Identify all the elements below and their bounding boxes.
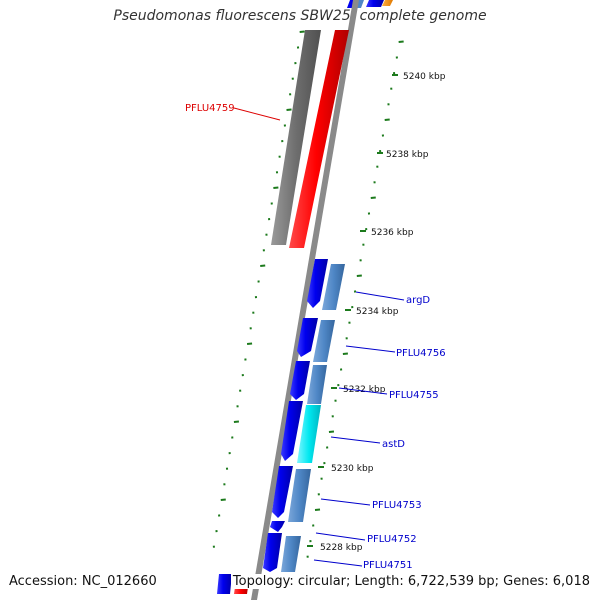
gene-label-pflu4752: PFLU4752 xyxy=(367,534,417,545)
tick-label: 5232 kbp xyxy=(343,385,386,395)
tick-mark xyxy=(398,40,404,43)
gene-label-pflu4751: PFLU4751 xyxy=(363,560,413,571)
genome-summary: Topology: circular; Length: 6,722,539 bp… xyxy=(230,574,592,589)
tick-mark xyxy=(356,274,362,277)
tick-mark xyxy=(370,196,376,199)
accession-label: Accession: NC_012660 xyxy=(7,574,159,589)
tick-mark xyxy=(328,430,335,433)
genome-title: Pseudomonas fluorescens SBW25, complete … xyxy=(113,8,487,24)
tick-label: 5238 kbp xyxy=(386,150,429,160)
gene-feature-argd-rev xyxy=(322,264,345,310)
reverse-genes[interactable] xyxy=(281,264,345,572)
tick-labels: 5240 kbp 5238 kbp 5236 kbp 5234 kbp 5232… xyxy=(320,72,446,553)
tick-mark xyxy=(286,108,292,111)
tick-mark xyxy=(233,420,240,423)
tick-label: 5236 kbp xyxy=(371,228,414,238)
tick-mark xyxy=(220,498,226,501)
gene-label-pflu4759: PFLU4759 xyxy=(185,103,235,114)
gene-label-argd: argD xyxy=(406,295,430,306)
tick-mark xyxy=(342,352,348,355)
gene-feature-pflu4752 xyxy=(270,521,285,532)
tick-mark xyxy=(314,508,321,511)
gene-feature-pflu4759-gray[interactable] xyxy=(271,30,321,245)
gene-feature-pflu4755-rev xyxy=(307,365,327,404)
tick-mark xyxy=(273,186,279,189)
gene-feature-pflu4755 xyxy=(290,361,310,400)
forward-genes[interactable] xyxy=(263,259,328,572)
tick-mark xyxy=(246,342,253,345)
gene-feature-argd xyxy=(307,259,328,308)
gene-label-astd: astD xyxy=(382,439,405,450)
tick-label: 5240 kbp xyxy=(403,72,446,82)
tick-label-markers xyxy=(307,74,398,547)
gene-feature-pflu4751-rev xyxy=(281,536,301,572)
gene-feature-pflu4756-rev xyxy=(313,320,335,362)
backbone-line xyxy=(251,0,359,600)
gene-feature-pflu4751 xyxy=(263,533,282,572)
gene-labels[interactable]: PFLU4759 argD PFLU4756 PFLU4755 astD PFL… xyxy=(185,103,446,571)
tick-label: 5228 kbp xyxy=(320,543,363,553)
tick-mark xyxy=(299,30,305,33)
tick-label: 5234 kbp xyxy=(356,307,399,317)
tick-label: 5230 kbp xyxy=(331,464,374,474)
gene-feature-astd xyxy=(281,401,303,461)
gene-label-pflu4753: PFLU4753 xyxy=(372,500,422,511)
outer-tick-marks xyxy=(212,30,305,548)
inner-tick-marks xyxy=(306,40,404,558)
tick-mark xyxy=(384,118,390,121)
tick-mark xyxy=(260,264,266,267)
gene-feature-pflu4759-red[interactable] xyxy=(289,30,349,248)
gene-label-pflu4756: PFLU4756 xyxy=(396,348,446,359)
gene-feature-astd-rev xyxy=(297,405,321,463)
gene-feature-pflu4753 xyxy=(272,466,293,518)
label-leaders xyxy=(233,107,405,567)
gene-feature-pflu4753-rev xyxy=(288,469,311,522)
gene-feature-pflu4756 xyxy=(297,318,318,357)
gene-label-pflu4755: PFLU4755 xyxy=(389,390,439,401)
